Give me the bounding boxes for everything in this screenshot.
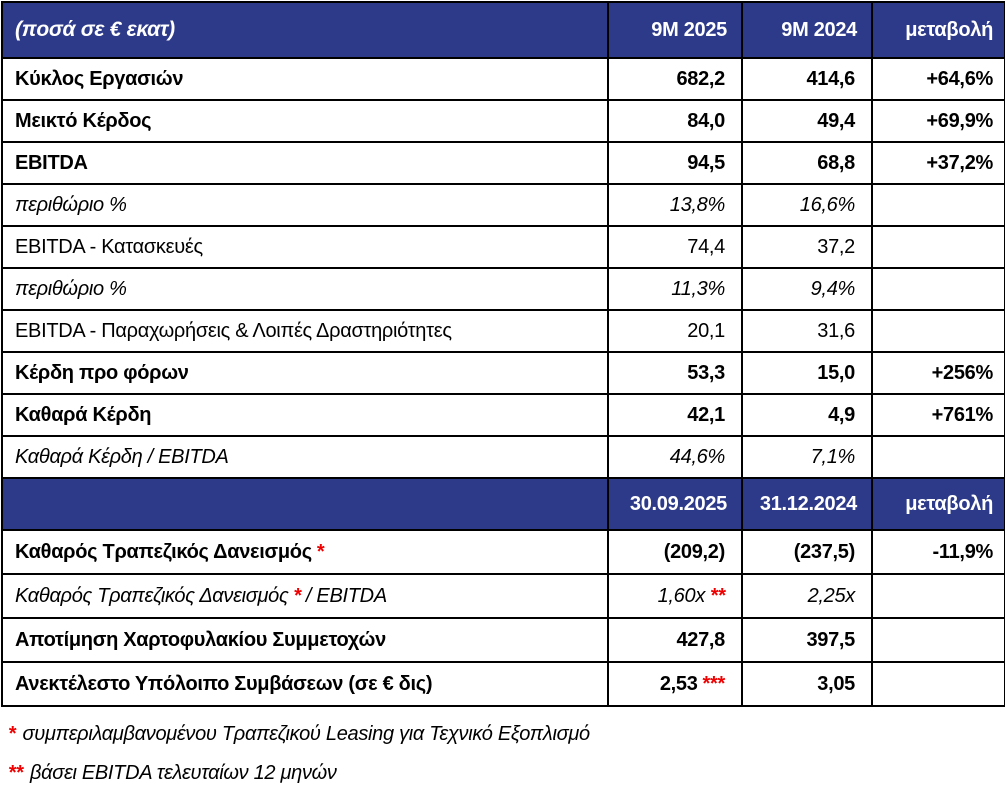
footnotes-section: * συμπεριλαμβανομένου Τραπεζικού Leasing … [8, 723, 1005, 785]
footnote-marker: ** [8, 762, 23, 784]
row-label: Καθαρός Τραπεζικός Δανεισμός * [1, 529, 609, 575]
value-9m2025: 682,2 [607, 57, 743, 101]
row-label: Ανεκτέλεστο Υπόλοιπο Συμβάσεων (σε € δις… [1, 661, 609, 707]
col-header-change: μεταβολή [871, 477, 1005, 531]
value-9m2025: 44,6% [607, 435, 743, 479]
row-label: περιθώριο % [1, 267, 609, 311]
value-30092025: 1,60x ** [607, 573, 743, 619]
footnote-marker: * [293, 584, 301, 607]
date-header-row: 30.09.2025 31.12.2024 μεταβολή [1, 477, 1005, 531]
table-row-ebitda: EBITDA 94,5 68,8 +37,2% [1, 141, 1005, 185]
table-row-ebitda-margin: περιθώριο % 13,8% 16,6% [1, 183, 1005, 227]
value-change [871, 309, 1005, 353]
value-31122024: 3,05 [741, 661, 873, 707]
value-30092025: (209,2) [607, 529, 743, 575]
value-change: +64,6% [871, 57, 1005, 101]
col-header-31122024: 31.12.2024 [741, 477, 873, 531]
table-row-portfolio-valuation: Αποτίμηση Χαρτοφυλακίου Συμμετοχών 427,8… [1, 617, 1005, 663]
period-header-row: (ποσά σε € εκατ) 9M 2025 9M 2024 μεταβολ… [1, 1, 1005, 59]
footnote-marker: * [8, 723, 16, 745]
units-label: (ποσά σε € εκατ) [1, 1, 609, 59]
table-row-ebitda-construction: EBITDA - Κατασκευές 74,4 37,2 [1, 225, 1005, 269]
row-label: Καθαρά Κέρδη / EBITDA [1, 435, 609, 479]
value-9m2025: 74,4 [607, 225, 743, 269]
col-header-9m2024: 9M 2024 [741, 1, 873, 59]
footnote-text: συμπεριλαμβανομένου Τραπεζικού Leasing γ… [22, 723, 590, 745]
value-31122024: (237,5) [741, 529, 873, 575]
value-change [871, 617, 1005, 663]
value-9m2024: 9,4% [741, 267, 873, 311]
value-9m2025: 11,3% [607, 267, 743, 311]
row-label: Αποτίμηση Χαρτοφυλακίου Συμμετοχών [1, 617, 609, 663]
value-30092025: 2,53 *** [607, 661, 743, 707]
value-change: +37,2% [871, 141, 1005, 185]
table-row-net-bank-debt: Καθαρός Τραπεζικός Δανεισμός * (209,2) (2… [1, 529, 1005, 575]
table-row-ebitda-concessions: EBITDA - Παραχωρήσεις & Λοιπές Δραστηριό… [1, 309, 1005, 353]
footnote-text: βάσει EBITDA τελευταίων 12 μηνών [29, 762, 337, 784]
value-31122024: 2,25x [741, 573, 873, 619]
value-change: +256% [871, 351, 1005, 395]
footnote-ltm-ebitda: ** βάσει EBITDA τελευταίων 12 μηνών [8, 762, 1005, 785]
row-label: EBITDA [1, 141, 609, 185]
value-change: +761% [871, 393, 1005, 437]
value-9m2024: 49,4 [741, 99, 873, 143]
row-label: Μεικτό Κέρδος [1, 99, 609, 143]
footnote-marker: * [316, 540, 325, 563]
col-header-9m2025: 9M 2025 [607, 1, 743, 59]
value-31122024: 397,5 [741, 617, 873, 663]
col-header-30092025: 30.09.2025 [607, 477, 743, 531]
value-9m2025: 13,8% [607, 183, 743, 227]
value-9m2024: 37,2 [741, 225, 873, 269]
col-header-change: μεταβολή [871, 1, 1005, 59]
row-label: EBITDA - Παραχωρήσεις & Λοιπές Δραστηριό… [1, 309, 609, 353]
row-label: περιθώριο % [1, 183, 609, 227]
financial-results-table: (ποσά σε € εκατ) 9M 2025 9M 2024 μεταβολ… [1, 1, 1005, 707]
table-row-netprofit-ebitda-ratio: Καθαρά Κέρδη / EBITDA 44,6% 7,1% [1, 435, 1005, 479]
table-row-pretax-profit: Κέρδη προ φόρων 53,3 15,0 +256% [1, 351, 1005, 395]
value-9m2024: 4,9 [741, 393, 873, 437]
value-9m2025: 20,1 [607, 309, 743, 353]
row-label: Καθαρά Κέρδη [1, 393, 609, 437]
value-9m2025: 53,3 [607, 351, 743, 395]
value-9m2024: 414,6 [741, 57, 873, 101]
value-9m2025: 94,5 [607, 141, 743, 185]
row-label: Κύκλος Εργασιών [1, 57, 609, 101]
table-row-gross-profit: Μεικτό Κέρδος 84,0 49,4 +69,9% [1, 99, 1005, 143]
table-row-net-profit: Καθαρά Κέρδη 42,1 4,9 +761% [1, 393, 1005, 437]
row-label: EBITDA - Κατασκευές [1, 225, 609, 269]
empty-header-cell [1, 477, 609, 531]
value-9m2024: 16,6% [741, 183, 873, 227]
row-label: Κέρδη προ φόρων [1, 351, 609, 395]
value-30092025: 427,8 [607, 617, 743, 663]
row-label: Καθαρός Τραπεζικός Δανεισμός * / EBITDA [1, 573, 609, 619]
value-change [871, 183, 1005, 227]
table-row-construction-margin: περιθώριο % 11,3% 9,4% [1, 267, 1005, 311]
value-change [871, 661, 1005, 707]
value-change [871, 267, 1005, 311]
footnote-marker: ** [710, 584, 725, 607]
value-9m2024: 7,1% [741, 435, 873, 479]
value-9m2024: 15,0 [741, 351, 873, 395]
table-row-netdebt-ebitda-ratio: Καθαρός Τραπεζικός Δανεισμός * / EBITDA 1,… [1, 573, 1005, 619]
value-change: +69,9% [871, 99, 1005, 143]
value-9m2024: 31,6 [741, 309, 873, 353]
table-row-revenue: Κύκλος Εργασιών 682,2 414,6 +64,6% [1, 57, 1005, 101]
value-9m2025: 84,0 [607, 99, 743, 143]
value-9m2024: 68,8 [741, 141, 873, 185]
value-9m2025: 42,1 [607, 393, 743, 437]
value-change: -11,9% [871, 529, 1005, 575]
value-change [871, 573, 1005, 619]
footnote-marker: *** [702, 672, 726, 695]
table-row-backlog: Ανεκτέλεστο Υπόλοιπο Συμβάσεων (σε € δις… [1, 661, 1005, 707]
footnote-leasing: * συμπεριλαμβανομένου Τραπεζικού Leasing … [8, 723, 1005, 746]
value-change [871, 435, 1005, 479]
value-change [871, 225, 1005, 269]
